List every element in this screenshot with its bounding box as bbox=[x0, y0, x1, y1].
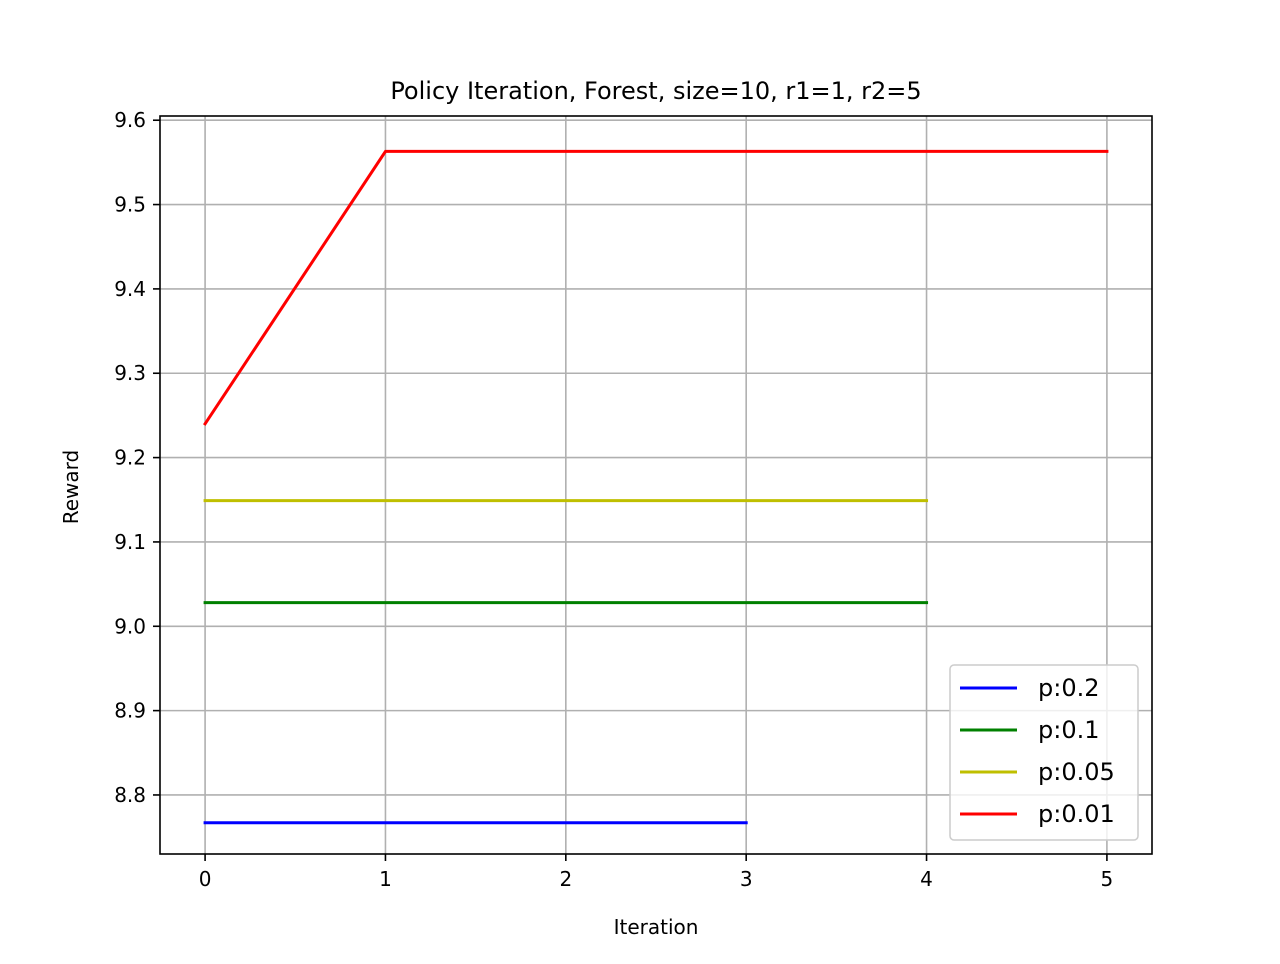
y-tick-label: 8.9 bbox=[114, 699, 146, 723]
y-tick-label: 9.5 bbox=[114, 193, 146, 217]
x-tick-label: 0 bbox=[199, 867, 212, 891]
legend-label-p-0-05: p:0.05 bbox=[1038, 758, 1115, 786]
y-tick-label: 9.1 bbox=[114, 530, 146, 554]
y-tick-label: 9.6 bbox=[114, 108, 146, 132]
plot-frame bbox=[159, 115, 1153, 855]
series-layer bbox=[203, 149, 1109, 825]
x-tick-label: 1 bbox=[379, 867, 392, 891]
tick-layer: 0 1 2 3 4 5 8.8 8.9 9.0 9.1 9.2 9.3 9.4 9.5 9.6 bbox=[114, 108, 1113, 891]
legend-box bbox=[949, 664, 1139, 841]
x-tick-label: 3 bbox=[740, 867, 753, 891]
y-axis-label: Reward bbox=[59, 450, 83, 524]
y-tick-label: 9.0 bbox=[114, 614, 146, 638]
chart-title: Policy Iteration, Forest, size=10, r1=1,… bbox=[390, 77, 921, 105]
series-line-p-0-01 bbox=[203, 149, 1109, 426]
legend-label-p-0-1: p:0.1 bbox=[1038, 716, 1100, 744]
legend-label-p-0-2: p:0.2 bbox=[1038, 674, 1100, 702]
legend-label-p-0-01: p:0.01 bbox=[1038, 800, 1115, 828]
x-tick-label: 5 bbox=[1101, 867, 1114, 891]
y-tick-label: 9.4 bbox=[114, 277, 146, 301]
x-tick-label: 4 bbox=[920, 867, 933, 891]
legend-entries: p:0.2 p:0.1 p:0.05 p:0.01 bbox=[960, 674, 1115, 828]
legend: p:0.2 p:0.1 p:0.05 p:0.01 bbox=[949, 664, 1139, 841]
x-tick-label: 2 bbox=[559, 867, 572, 891]
y-tick-label: 9.3 bbox=[114, 361, 146, 385]
y-tick-label: 9.2 bbox=[114, 446, 146, 470]
y-tick-label: 8.8 bbox=[114, 783, 146, 807]
x-axis-label: Iteration bbox=[614, 915, 699, 939]
